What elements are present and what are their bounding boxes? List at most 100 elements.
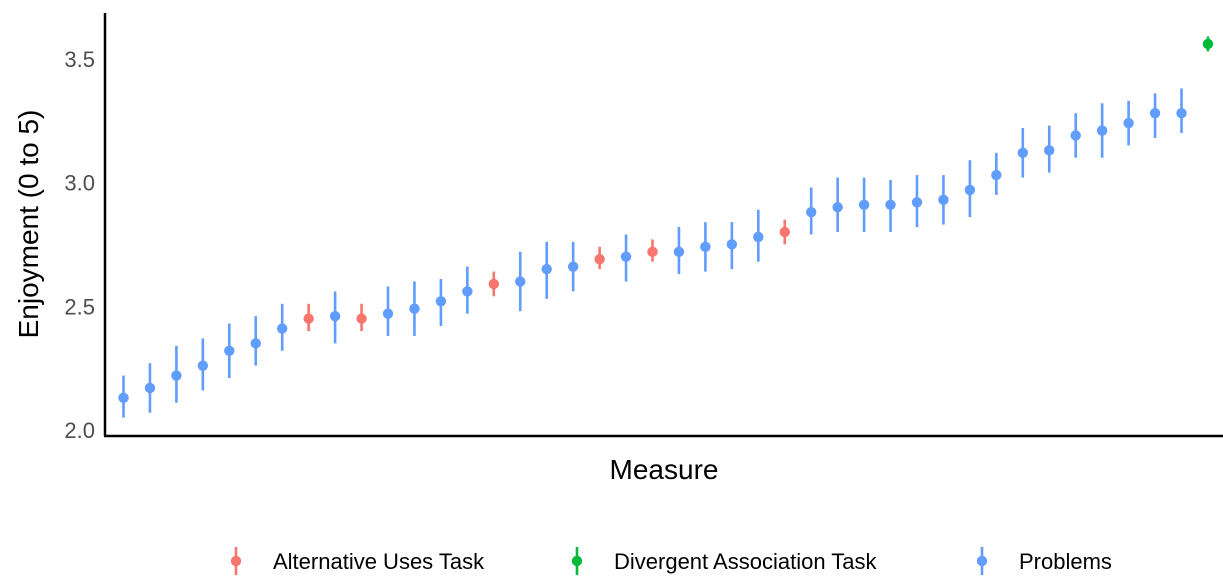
data-point — [1070, 113, 1081, 158]
data-point — [964, 160, 976, 218]
point-marker — [964, 184, 976, 196]
point-marker — [541, 263, 552, 275]
point-marker — [462, 286, 473, 297]
point-marker — [303, 313, 314, 324]
point-marker — [488, 278, 499, 290]
data-point — [700, 222, 711, 272]
y-tick-label: 2.0 — [64, 418, 95, 443]
point-marker — [832, 202, 843, 213]
point-marker — [277, 323, 288, 334]
point-marker — [118, 392, 129, 404]
legend-label: Problems — [1019, 549, 1112, 574]
point-marker — [356, 313, 367, 324]
point-marker — [753, 231, 764, 243]
point-marker — [1044, 145, 1055, 156]
x-axis-title: Measure — [610, 454, 719, 485]
point-marker — [144, 382, 156, 394]
data-point — [462, 266, 473, 314]
data-point — [647, 239, 658, 262]
data-point — [303, 303, 314, 331]
data-point — [1202, 36, 1214, 52]
data-points — [118, 36, 1214, 418]
data-point — [435, 279, 447, 327]
point-marker — [515, 276, 526, 287]
legend-item: Problems — [976, 547, 1112, 575]
data-point — [991, 152, 1002, 195]
point-marker — [620, 251, 632, 262]
legend-item: Divergent Association Task — [571, 547, 878, 575]
data-point — [541, 241, 552, 299]
point-marker — [409, 303, 420, 314]
data-point — [858, 177, 870, 232]
legend-key-dot — [571, 555, 583, 567]
data-point — [594, 246, 605, 270]
data-point — [224, 323, 235, 379]
data-point — [673, 227, 685, 275]
point-marker — [700, 241, 711, 253]
point-marker — [197, 360, 209, 371]
point-marker — [382, 308, 394, 319]
point-marker — [885, 199, 896, 210]
data-point — [515, 251, 526, 312]
data-point — [1176, 88, 1187, 133]
point-marker — [806, 207, 817, 218]
data-point — [488, 271, 499, 297]
point-marker — [1149, 108, 1161, 119]
y-tick-label: 3.0 — [64, 171, 95, 196]
data-point — [1149, 93, 1161, 138]
point-marker — [435, 296, 447, 307]
data-point — [409, 281, 420, 336]
data-point — [329, 291, 341, 344]
data-point — [197, 338, 209, 391]
data-point — [277, 303, 288, 351]
data-point — [1123, 100, 1134, 146]
data-point — [779, 219, 790, 245]
data-point — [726, 222, 738, 270]
legend-key-dot — [230, 555, 242, 567]
data-point — [356, 303, 367, 331]
data-point — [171, 345, 182, 403]
point-marker — [224, 345, 235, 356]
y-axis-ticks: 2.0 2.5 3.0 3.5 — [64, 47, 95, 443]
data-point — [144, 363, 156, 413]
data-point — [753, 209, 764, 262]
point-marker — [567, 261, 579, 272]
legend-label: Divergent Association Task — [614, 549, 878, 574]
legend-label: Alternative Uses Task — [273, 549, 485, 574]
point-marker — [991, 169, 1002, 181]
data-point — [806, 187, 817, 235]
point-marker — [329, 310, 341, 322]
y-tick-label: 2.5 — [64, 294, 95, 319]
legend: Alternative Uses Task Divergent Associati… — [230, 547, 1112, 575]
y-tick-label: 3.5 — [64, 47, 95, 72]
y-axis-title: Enjoyment (0 to 5) — [13, 110, 44, 339]
data-point — [1017, 128, 1028, 178]
data-point — [118, 375, 129, 418]
point-marker — [779, 226, 790, 238]
point-marker — [1070, 130, 1081, 141]
data-point — [382, 286, 394, 336]
point-marker — [1202, 38, 1214, 50]
legend-key-dot — [976, 555, 988, 567]
point-marker — [1017, 147, 1028, 158]
point-marker — [594, 254, 605, 265]
data-point — [567, 241, 579, 292]
point-marker — [647, 246, 658, 257]
data-point — [1044, 125, 1055, 173]
point-marker — [1096, 125, 1108, 136]
point-marker — [911, 197, 923, 208]
data-point — [885, 180, 896, 232]
point-marker — [1176, 108, 1187, 119]
legend-item: Alternative Uses Task — [230, 547, 485, 575]
point-marker — [726, 239, 738, 250]
data-point — [250, 316, 261, 366]
point-marker — [1123, 117, 1134, 129]
point-marker — [673, 246, 685, 257]
data-point — [620, 234, 632, 282]
data-point — [938, 175, 949, 225]
data-point — [832, 177, 843, 232]
data-point — [911, 175, 923, 228]
point-marker — [858, 199, 870, 210]
point-marker — [171, 370, 182, 381]
